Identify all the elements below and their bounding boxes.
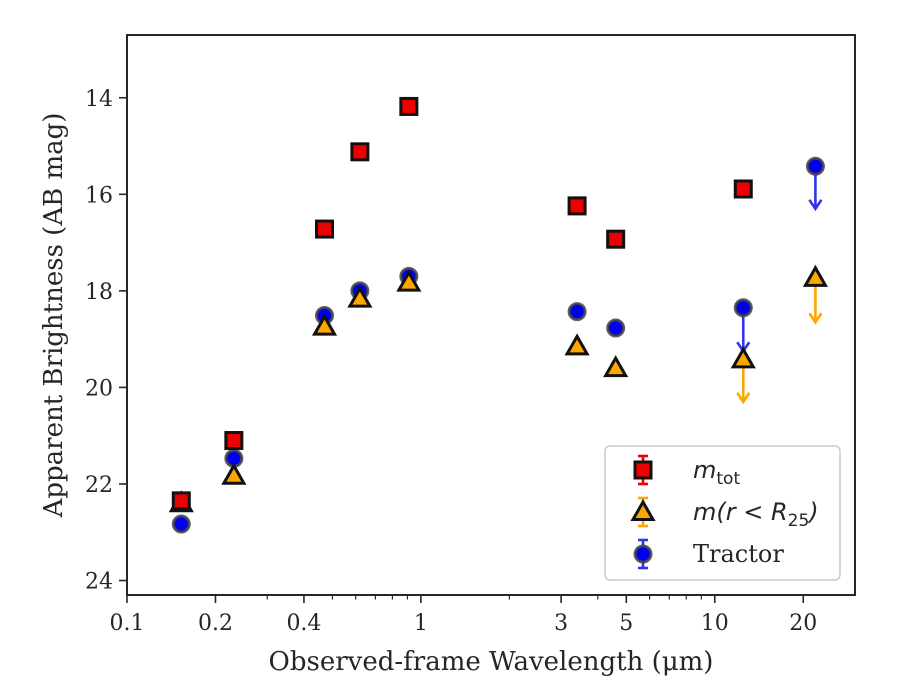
y-tick-label: 16 — [85, 183, 113, 208]
triangle-marker — [396, 269, 422, 292]
x-tick-label: 5 — [619, 611, 633, 636]
square-marker — [733, 179, 753, 199]
y-axis-title: Apparent Brightness (AB mag) — [39, 113, 69, 519]
y-tick-label: 20 — [85, 376, 113, 401]
legend-label: Tractor — [693, 540, 784, 568]
circle-marker — [606, 318, 626, 338]
y-tick-label: 24 — [85, 570, 113, 595]
triangle-marker — [802, 264, 828, 287]
circle-marker — [733, 298, 753, 318]
legend-label: m(r < R25) — [693, 498, 819, 531]
y-tick-label: 18 — [85, 280, 113, 305]
circle-marker — [633, 544, 653, 564]
square-marker — [633, 460, 653, 480]
square-marker — [224, 431, 244, 451]
square-marker — [567, 196, 587, 216]
circle-marker — [567, 302, 587, 322]
data-points — [168, 96, 828, 534]
square-marker — [350, 142, 370, 162]
axis-ticks: 0.1 0.2 0.4 1 3 5 10 20 14 16 18 20 22 24 — [85, 87, 817, 636]
triangle-marker — [603, 355, 629, 378]
y-tick-label: 14 — [85, 87, 113, 112]
x-tick-label: 0.2 — [198, 611, 233, 636]
triangle-marker — [564, 333, 590, 356]
axes-frame — [126, 34, 856, 596]
x-tick-label: 3 — [554, 611, 568, 636]
x-tick-label: 1 — [414, 611, 428, 636]
triangle-marker — [221, 462, 247, 485]
legend: mtot m(r < R25) Tractor — [604, 445, 841, 581]
square-marker — [399, 96, 419, 116]
square-marker — [606, 229, 626, 249]
square-marker — [315, 219, 335, 239]
triangle-marker — [347, 285, 373, 308]
y-tick-label: 22 — [85, 473, 113, 498]
legend-box — [604, 445, 841, 581]
upper-limit-arrow-head — [808, 199, 823, 212]
upper-limit-arrow-head — [736, 392, 751, 405]
triangle-marker — [630, 498, 656, 521]
triangle-marker — [730, 346, 756, 369]
triangle-marker — [311, 313, 338, 336]
x-tick-label: 0.1 — [110, 611, 145, 636]
legend-label: mtot — [693, 456, 740, 489]
square-marker — [171, 491, 191, 511]
x-axis-title: Observed-frame Wavelength (μm) — [269, 647, 714, 677]
x-tick-label: 10 — [701, 611, 729, 636]
x-tick-label: 20 — [789, 611, 817, 636]
upper-limit-arrow-head — [808, 312, 823, 325]
x-tick-label: 0.4 — [286, 611, 321, 636]
circle-marker — [805, 156, 825, 176]
circle-marker — [171, 514, 191, 534]
